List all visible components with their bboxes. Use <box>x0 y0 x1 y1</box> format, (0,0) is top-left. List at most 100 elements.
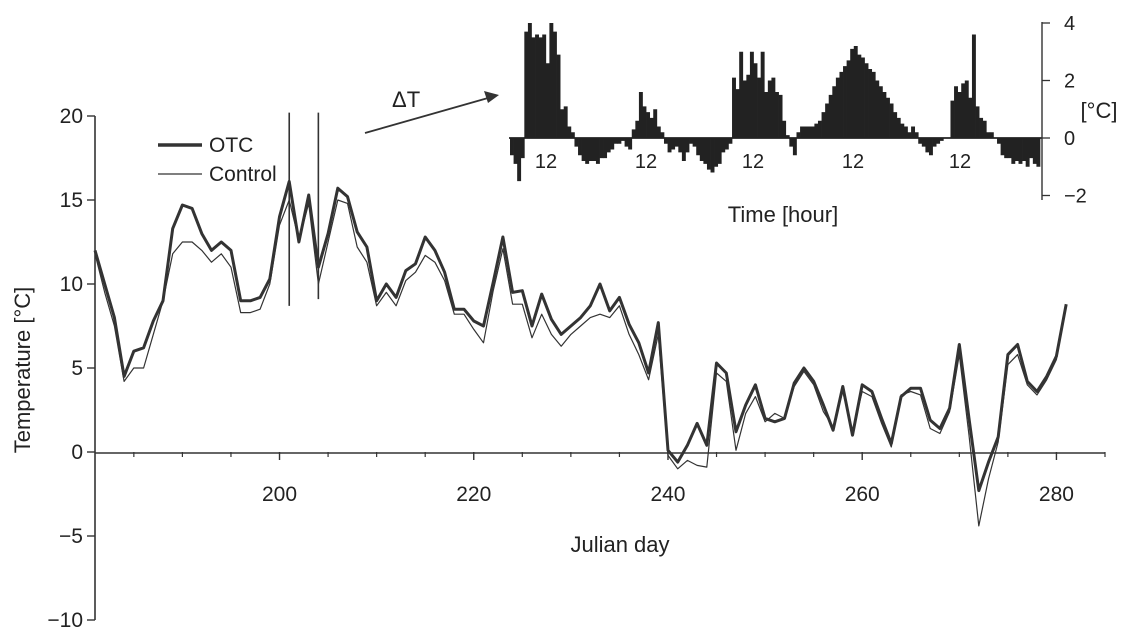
inset-bar <box>706 138 711 170</box>
delta-t-arrow-line <box>364 97 489 134</box>
inset-bar <box>556 54 561 139</box>
inset-bar <box>663 138 668 144</box>
x-tick-label: 240 <box>650 483 685 506</box>
inset-bar <box>585 138 590 164</box>
series-line-control <box>94 199 1067 527</box>
y-tick-label: 5 <box>71 357 83 380</box>
inset-x-title: Time [hour] <box>728 202 838 227</box>
inset-bar <box>1032 138 1037 164</box>
inset-bar <box>903 126 908 138</box>
inset-bar <box>853 46 858 138</box>
y-tick-label: 10 <box>60 273 83 296</box>
inset-bar <box>603 138 608 159</box>
x-tick-label: 220 <box>456 483 491 506</box>
inset-bar <box>878 86 883 138</box>
inset-bar <box>732 77 736 139</box>
inset-bar <box>846 60 851 139</box>
inset-bar <box>717 138 722 164</box>
inset-bar <box>660 132 665 138</box>
inset-bar <box>624 138 629 147</box>
inset-bar <box>599 138 604 159</box>
y-tick-label: −5 <box>59 525 83 548</box>
inset-bar <box>606 138 611 153</box>
inset-bar <box>570 132 575 138</box>
inset-bar <box>907 132 912 138</box>
inset-bar <box>764 92 769 138</box>
inset-bar <box>982 120 987 138</box>
inset-bar <box>796 132 801 138</box>
inset-bar <box>1011 138 1016 164</box>
inset-bar <box>549 23 554 138</box>
inset-bar <box>971 34 976 138</box>
inset-bar <box>760 51 765 138</box>
x-axis-title: Julian day <box>570 532 669 557</box>
inset-bar <box>814 123 819 139</box>
y-axis-title: Temperature [°C] <box>10 287 35 454</box>
inset-bar <box>517 138 522 182</box>
inset-bar <box>975 106 980 139</box>
inset-bar <box>753 63 758 138</box>
inset-bar <box>900 123 905 139</box>
inset-bar <box>954 86 958 138</box>
legend-label-otc: OTC <box>209 134 253 157</box>
inset-bar <box>1004 138 1009 159</box>
inset-bar <box>681 138 686 161</box>
inset-bar <box>1022 138 1027 161</box>
inset-bar <box>545 63 550 138</box>
inset-bar <box>696 138 701 156</box>
inset-bar <box>964 80 969 138</box>
inset-bar <box>803 126 808 138</box>
inset-y-tick-label: 2 <box>1064 71 1075 93</box>
inset-bar <box>653 109 658 138</box>
inset-bar <box>789 138 794 147</box>
inset-bar <box>552 31 557 139</box>
series-line-otc <box>93 180 1068 493</box>
inset-bar <box>896 117 901 139</box>
inset-bar <box>689 138 693 144</box>
inset-bar <box>617 138 622 144</box>
inset-bar <box>868 69 873 138</box>
inset-bar <box>739 51 744 138</box>
inset-bar <box>721 138 726 153</box>
inset-bar <box>628 138 633 150</box>
inset-bar <box>968 97 973 138</box>
inset-bar <box>775 92 779 138</box>
inset-bar <box>728 138 733 144</box>
y-tick-label: 15 <box>60 189 83 212</box>
y-tick-label: 20 <box>60 105 83 128</box>
inset-ticks: −2 0 2 4 <box>1042 13 1087 208</box>
inset-x-tick-label: 12 <box>635 151 657 173</box>
inset-bar <box>893 112 898 139</box>
inset-bar <box>685 138 690 153</box>
y-tick-label: −10 <box>47 609 83 628</box>
inset-bar <box>621 138 625 141</box>
inset-bar <box>735 89 740 139</box>
inset-bar <box>595 138 600 164</box>
inset-bar <box>1018 138 1023 164</box>
inset-bar <box>642 106 647 139</box>
inset-bar <box>1025 138 1030 167</box>
inset-bar <box>860 57 865 138</box>
inset-bar <box>1014 138 1019 161</box>
x-tick-label: 260 <box>845 483 880 506</box>
inset-bar <box>778 94 783 139</box>
inset-bar <box>850 48 855 139</box>
inset-bar <box>610 138 615 150</box>
inset-bar <box>857 54 862 139</box>
inset-bar <box>592 138 597 161</box>
inset-bar <box>911 126 916 138</box>
inset-bar <box>864 63 869 138</box>
inset-bar <box>742 80 747 138</box>
inset-bar <box>825 103 830 138</box>
inset-bar <box>997 138 1001 144</box>
inset-bar <box>828 94 833 139</box>
main-series <box>93 180 1068 527</box>
inset-x-tick-label: 12 <box>949 151 971 173</box>
inset-bar <box>510 138 514 156</box>
inset-bar <box>800 126 804 138</box>
inset-bar <box>531 37 536 139</box>
inset-bar <box>1036 138 1041 167</box>
